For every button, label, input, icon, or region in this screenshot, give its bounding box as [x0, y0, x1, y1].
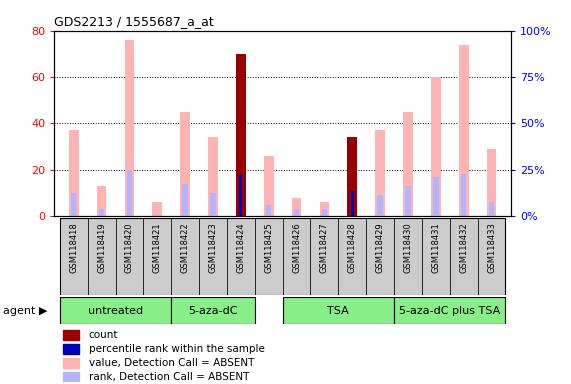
Bar [459, 45, 469, 216]
Text: GSM118424: GSM118424 [236, 222, 246, 273]
Text: GSM118420: GSM118420 [125, 222, 134, 273]
Bar [88, 218, 115, 295]
Bar [152, 202, 162, 216]
Bar [71, 193, 77, 216]
Text: GSM118429: GSM118429 [376, 222, 385, 273]
Bar [321, 209, 327, 216]
Bar [63, 331, 79, 340]
Bar [199, 218, 227, 295]
Bar [366, 218, 394, 295]
Bar [183, 184, 188, 216]
Text: GSM118419: GSM118419 [97, 222, 106, 273]
Bar [394, 218, 422, 295]
Text: GSM118427: GSM118427 [320, 222, 329, 273]
Bar [292, 198, 301, 216]
Bar [124, 40, 134, 216]
Bar [255, 218, 283, 295]
Text: TSA: TSA [328, 306, 349, 316]
Text: GDS2213 / 1555687_a_at: GDS2213 / 1555687_a_at [54, 15, 214, 28]
Text: 5-aza-dC plus TSA: 5-aza-dC plus TSA [399, 306, 500, 316]
Bar [264, 156, 274, 216]
Bar [283, 218, 311, 295]
Bar [171, 218, 199, 295]
Bar [239, 174, 242, 216]
Bar [127, 170, 132, 216]
Bar [171, 297, 255, 324]
Bar [486, 149, 496, 216]
Bar [143, 218, 171, 295]
Bar [347, 137, 357, 216]
Bar [69, 131, 79, 216]
Bar [208, 137, 218, 216]
Bar [405, 186, 411, 216]
Bar [433, 177, 439, 216]
Bar [347, 137, 357, 216]
Bar [63, 344, 79, 354]
Text: GSM118428: GSM118428 [348, 222, 357, 273]
Bar [63, 372, 79, 382]
Bar [115, 218, 143, 295]
Text: GSM118422: GSM118422 [180, 222, 190, 273]
Bar [431, 77, 441, 216]
Text: GSM118423: GSM118423 [208, 222, 218, 273]
Bar [236, 54, 246, 216]
Bar [99, 209, 104, 216]
Text: 5-aza-dC: 5-aza-dC [188, 306, 238, 316]
Bar [349, 193, 355, 216]
Text: GSM118421: GSM118421 [153, 222, 162, 273]
Text: rank, Detection Call = ABSENT: rank, Detection Call = ABSENT [89, 372, 249, 382]
Bar [351, 191, 354, 216]
Bar [294, 209, 299, 216]
Text: agent ▶: agent ▶ [3, 306, 47, 316]
Bar [320, 202, 329, 216]
Bar [227, 218, 255, 295]
Bar [477, 218, 505, 295]
Text: value, Detection Call = ABSENT: value, Detection Call = ABSENT [89, 358, 254, 368]
Text: GSM118430: GSM118430 [404, 222, 412, 273]
Text: GSM118426: GSM118426 [292, 222, 301, 273]
Text: GSM118425: GSM118425 [264, 222, 273, 273]
Bar [96, 186, 106, 216]
Bar [311, 218, 339, 295]
Text: percentile rank within the sample: percentile rank within the sample [89, 344, 264, 354]
Bar [63, 358, 79, 368]
Bar [450, 218, 477, 295]
Bar [210, 193, 216, 216]
Bar [461, 174, 467, 216]
Bar [422, 218, 450, 295]
Text: GSM118431: GSM118431 [431, 222, 440, 273]
Bar [60, 218, 88, 295]
Bar [403, 112, 413, 216]
Text: count: count [89, 330, 118, 340]
Bar [339, 218, 366, 295]
Bar [180, 112, 190, 216]
Text: untreated: untreated [88, 306, 143, 316]
Bar [60, 297, 171, 324]
Bar [236, 54, 246, 216]
Bar [394, 297, 505, 324]
Bar [377, 195, 383, 216]
Text: GSM118433: GSM118433 [487, 222, 496, 273]
Text: GSM118418: GSM118418 [69, 222, 78, 273]
Bar [489, 202, 494, 216]
Bar [283, 297, 394, 324]
Text: GSM118432: GSM118432 [459, 222, 468, 273]
Bar [266, 205, 271, 216]
Bar [375, 131, 385, 216]
